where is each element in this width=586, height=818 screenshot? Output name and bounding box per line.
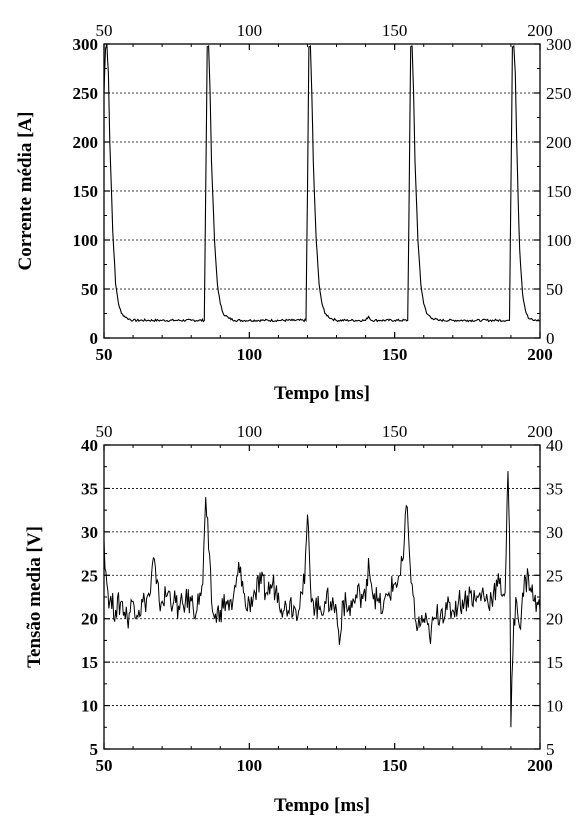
voltage-ticks [103, 444, 541, 750]
current-x-tick-label-bottom: 50 [96, 345, 113, 364]
voltage-y-tick-label-left: 5 [90, 740, 99, 759]
voltage-x-tick-label-top: 50 [96, 422, 113, 441]
voltage-y-tick-label-right: 15 [546, 653, 563, 672]
current-y-tick-label-right: 150 [546, 182, 572, 201]
current-x-tick-label-top: 200 [527, 21, 553, 40]
current-y-tick-label-left: 200 [73, 133, 99, 152]
current-x-tick-label-bottom: 200 [527, 345, 553, 364]
current-y-tick-label-right: 100 [546, 231, 572, 250]
current-x-tick-label-bottom: 150 [382, 345, 408, 364]
voltage-y-tick-label-left: 25 [81, 566, 98, 585]
current-ticks [103, 43, 541, 339]
current-y-tick-label-left: 300 [73, 35, 99, 54]
voltage-x-tick-label-bottom: 150 [382, 756, 408, 775]
current-y-tick-label-left: 100 [73, 231, 99, 250]
voltage-x-tick-label-bottom: 100 [237, 756, 263, 775]
voltage-y-tick-label-left: 10 [81, 697, 98, 716]
voltage-y-tick-label-right: 25 [546, 566, 563, 585]
voltage-y-tick-label-right: 30 [546, 523, 563, 542]
current-y-tick-label-left: 0 [90, 329, 99, 348]
voltage-y-tick-label-left: 15 [81, 653, 98, 672]
current-y-tick-label-right: 200 [546, 133, 572, 152]
current-y-tick-label-left: 250 [73, 84, 99, 103]
voltage-y-tick-label-right: 35 [546, 479, 563, 498]
current-x-tick-label-top: 150 [382, 21, 408, 40]
voltage-y-tick-label-left: 30 [81, 523, 98, 542]
voltage-y-tick-label-left: 20 [81, 610, 98, 629]
current-y-tick-label-right: 250 [546, 84, 572, 103]
voltage-gridlines [104, 444, 540, 706]
voltage-y-tick-label-right: 5 [546, 740, 555, 759]
current-x-tick-label-top: 50 [96, 21, 113, 40]
voltage-y-tick-label-right: 40 [546, 436, 563, 455]
voltage-x-tick-label-bottom: 200 [527, 756, 553, 775]
voltage-x-tick-label-top: 200 [527, 422, 553, 441]
current-series-line [103, 43, 541, 323]
current-y-tick-label-left: 50 [81, 280, 98, 299]
voltage-x-tick-label-top: 150 [382, 422, 408, 441]
current-x-axis-title: Tempo [ms] [274, 383, 370, 404]
voltage-y-tick-label-right: 10 [546, 697, 563, 716]
current-x-tick-label-bottom: 100 [237, 345, 263, 364]
voltage-series-line [103, 471, 541, 728]
current-y-axis-title: Corrente média [A] [15, 112, 36, 271]
voltage-y-tick-label-right: 20 [546, 610, 563, 629]
voltage-y-tick-label-left: 40 [81, 436, 98, 455]
current-y-tick-label-right: 50 [546, 280, 563, 299]
current-gridlines [104, 43, 540, 290]
current-y-tick-label-left: 150 [73, 182, 99, 201]
current-x-tick-label-top: 100 [237, 21, 263, 40]
voltage-x-tick-label-bottom: 50 [96, 756, 113, 775]
current-y-tick-label-right: 300 [546, 35, 572, 54]
voltage-y-axis-title: Tensão media [V] [24, 526, 45, 668]
voltage-x-tick-label-top: 100 [237, 422, 263, 441]
voltage-x-axis-title: Tempo [ms] [274, 795, 370, 816]
voltage-y-tick-label-left: 35 [81, 479, 98, 498]
current-y-tick-label-right: 0 [546, 329, 555, 348]
